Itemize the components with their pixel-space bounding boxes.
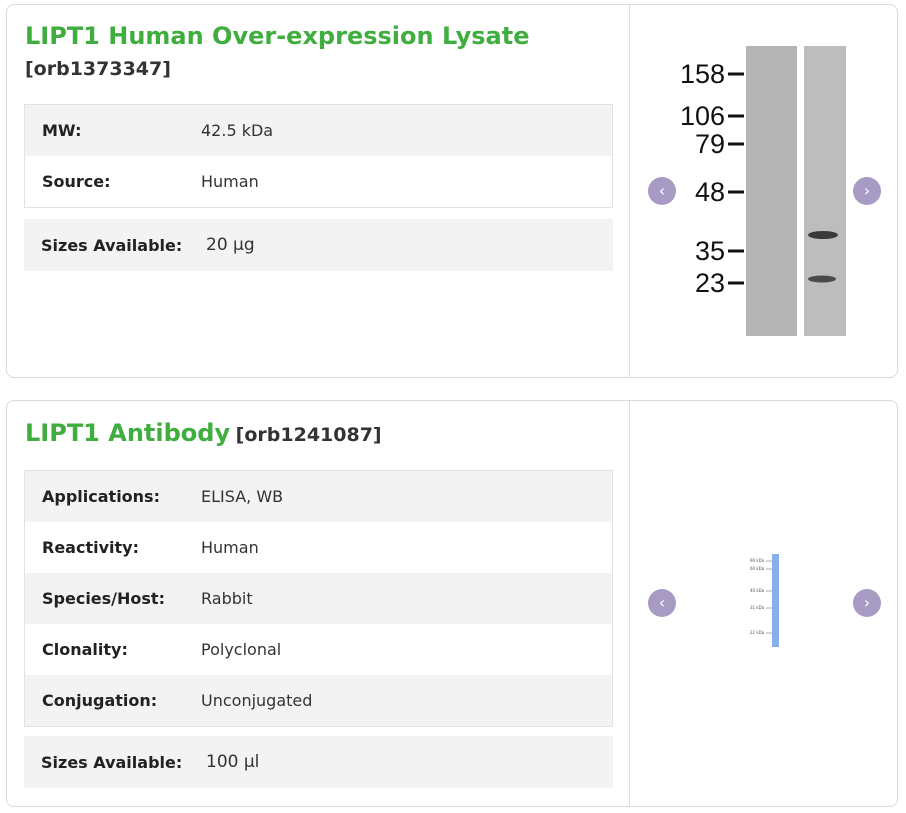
marker-label: 79 <box>695 129 725 159</box>
spec-value: 42.5 kDa <box>201 121 274 140</box>
sizes-available: Sizes Available: 20 µg <box>24 219 613 271</box>
marker-label: 40 kDa <box>750 588 765 593</box>
sizes-value: 100 µl <box>206 752 260 772</box>
product-title: LIPT1 Human Over-expression Lysate [orb1… <box>25 21 615 85</box>
carousel-next-button[interactable]: › <box>853 177 881 205</box>
spec-label: MW: <box>42 121 82 140</box>
blot-lane-1 <box>746 46 797 336</box>
product-card-antibody: LIPT1 Antibody [orb1241087] Applications… <box>6 400 898 807</box>
marker-label: 22 kDa <box>750 630 765 635</box>
sizes-available: Sizes Available: 100 µl <box>24 736 613 788</box>
spec-label: Species/Host: <box>42 589 165 608</box>
chevron-right-icon: › <box>863 181 871 200</box>
spec-table: Applications: ELISA, WB Reactivity: Huma… <box>24 470 613 727</box>
product-card-lysate: LIPT1 Human Over-expression Lysate [orb1… <box>6 4 898 378</box>
spec-row-applications: Applications: ELISA, WB <box>25 471 612 522</box>
carousel-prev-button[interactable]: ‹ <box>648 177 676 205</box>
marker-label: 106 <box>680 101 725 131</box>
spec-value: Human <box>201 172 259 191</box>
spec-row-mw: MW: 42.5 kDa <box>25 105 612 156</box>
spec-value: Polyclonal <box>201 640 282 659</box>
sizes-label: Sizes Available: <box>41 235 183 255</box>
marker-label: 35 <box>695 236 725 266</box>
chevron-left-icon: ‹ <box>658 593 666 612</box>
marker-label: 158 <box>680 59 725 89</box>
marker-label: 23 <box>695 268 725 298</box>
carousel-next-button[interactable]: › <box>853 589 881 617</box>
spec-value: Human <box>201 538 259 557</box>
spec-value: ELISA, WB <box>201 487 284 506</box>
chevron-right-icon: › <box>863 593 871 612</box>
spec-label: Conjugation: <box>42 691 158 710</box>
blot-band-upper <box>808 231 838 239</box>
marker-ticks <box>728 72 744 285</box>
marker-label: 48 <box>695 177 725 207</box>
spec-label: Reactivity: <box>42 538 139 557</box>
catalog-number: [orb1241087] <box>235 424 382 446</box>
image-carousel: ‹ 158 106 79 48 35 <box>629 5 897 377</box>
spec-row-reactivity: Reactivity: Human <box>25 522 612 573</box>
marker-label: 31 kDa <box>750 605 765 610</box>
carousel-prev-button[interactable]: ‹ <box>648 589 676 617</box>
product-title: LIPT1 Antibody [orb1241087] <box>25 418 382 451</box>
spec-row-conjugation: Conjugation: Unconjugated <box>25 675 612 726</box>
spec-row-source: Source: Human <box>25 156 612 207</box>
spec-label: Source: <box>42 172 111 191</box>
blot-lane <box>772 554 779 647</box>
sizes-label: Sizes Available: <box>41 752 183 772</box>
chevron-left-icon: ‹ <box>658 181 666 200</box>
product-name-link[interactable]: LIPT1 Antibody <box>25 419 231 447</box>
image-carousel: ‹ 90 kDa 60 kDa 40 kDa 31 kDa 22 kDa › <box>629 401 897 806</box>
blot-band-lower <box>808 275 836 283</box>
sizes-value: 20 µg <box>206 235 255 255</box>
spec-value: Rabbit <box>201 589 253 608</box>
antibody-blot-image[interactable]: 90 kDa 60 kDa 40 kDa 31 kDa 22 kDa <box>742 551 802 651</box>
spec-table: MW: 42.5 kDa Source: Human <box>24 104 613 208</box>
spec-value: Unconjugated <box>201 691 313 710</box>
spec-label: Applications: <box>42 487 160 506</box>
marker-label: 90 kDa <box>750 558 765 563</box>
spec-label: Clonality: <box>42 640 128 659</box>
product-info: LIPT1 Antibody [orb1241087] Applications… <box>7 401 629 806</box>
western-blot-image[interactable]: 158 106 79 48 35 23 <box>670 35 898 355</box>
catalog-number: [orb1373347] <box>25 58 171 80</box>
spec-row-clonality: Clonality: Polyclonal <box>25 624 612 675</box>
product-info: LIPT1 Human Over-expression Lysate [orb1… <box>7 5 629 377</box>
product-name-link[interactable]: LIPT1 Human Over-expression Lysate <box>25 22 530 50</box>
marker-label: 60 kDa <box>750 566 765 571</box>
blot-lane-2 <box>804 46 846 336</box>
spec-row-species-host: Species/Host: Rabbit <box>25 573 612 624</box>
